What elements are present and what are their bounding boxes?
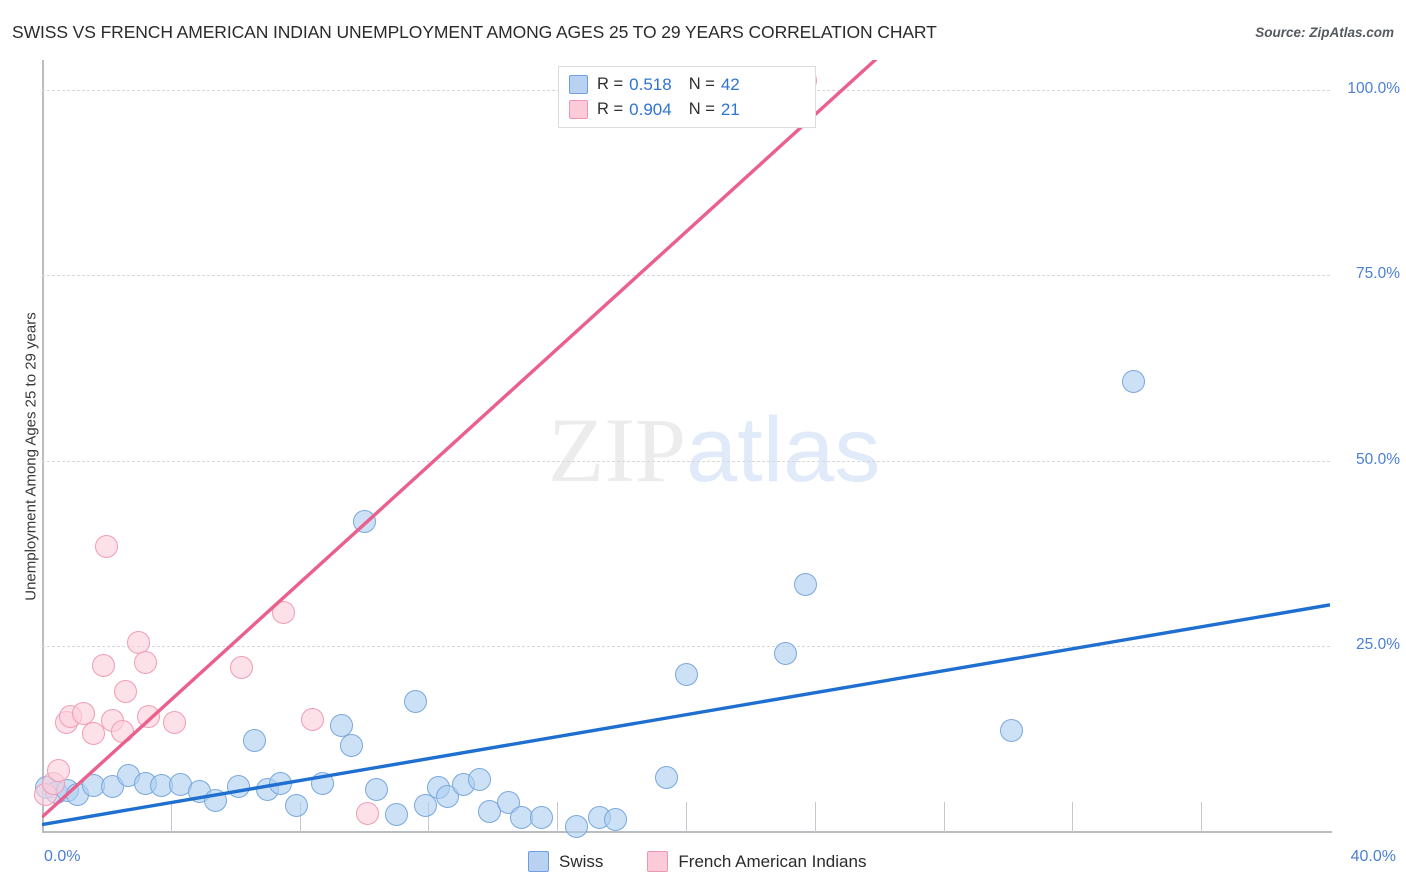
x-axis-label-max: 40.0%: [1350, 848, 1396, 865]
stats-row-swiss: R = 0.518 N = 42: [569, 72, 805, 97]
swiss-color-swatch-icon: [569, 75, 588, 94]
swiss-n-value: 42: [720, 74, 740, 94]
data-point-swiss[interactable]: [365, 778, 389, 802]
gridline-500: [42, 460, 1330, 462]
data-point-swiss[interactable]: [674, 663, 698, 687]
x-axis-tick: [170, 802, 172, 832]
page-title: SWISS VS FRENCH AMERICAN INDIAN UNEMPLOY…: [12, 22, 937, 42]
data-point-french[interactable]: [136, 704, 160, 728]
data-point-swiss[interactable]: [352, 510, 376, 534]
correlation-stats-legend: R = 0.518 N = 42 R = 0.904 N = 21: [558, 66, 816, 128]
french-n-value: 21: [720, 99, 740, 119]
french-legend-label: French American Indians: [678, 851, 867, 871]
data-point-french[interactable]: [355, 801, 379, 825]
x-axis-tick: [814, 802, 816, 832]
data-point-swiss[interactable]: [565, 814, 589, 838]
data-point-french[interactable]: [94, 534, 118, 558]
french-r-value: 0.904: [629, 99, 672, 119]
data-point-french[interactable]: [162, 710, 186, 734]
stats-row-french: R = 0.904 N = 21: [569, 97, 805, 122]
data-point-swiss[interactable]: [339, 734, 363, 758]
data-point-swiss[interactable]: [404, 689, 428, 713]
legend-item-french-american-indians[interactable]: French American Indians: [647, 851, 866, 872]
x-axis-tick: [686, 802, 687, 832]
gridline-250: [42, 646, 1330, 648]
data-point-swiss[interactable]: [774, 641, 798, 665]
data-point-swiss[interactable]: [655, 766, 679, 790]
x-axis-tick: [1072, 802, 1074, 832]
data-point-french[interactable]: [46, 758, 70, 782]
data-point-swiss[interactable]: [384, 802, 408, 826]
x-axis-line: [42, 831, 1332, 833]
x-axis-tick: [943, 802, 945, 832]
data-point-swiss[interactable]: [226, 775, 250, 799]
source-label: Source: ZipAtlas.com: [1255, 25, 1394, 40]
data-point-swiss[interactable]: [310, 771, 334, 795]
data-point-french[interactable]: [133, 651, 157, 675]
x-axis-tick: [1201, 802, 1203, 832]
data-point-swiss[interactable]: [413, 793, 437, 817]
data-point-french[interactable]: [114, 680, 138, 704]
y-axis-label: 75.0%: [1356, 265, 1400, 283]
data-point-swiss[interactable]: [468, 767, 492, 791]
french-color-swatch-icon: [569, 100, 588, 119]
data-point-swiss[interactable]: [284, 793, 308, 817]
swiss-r-value: 0.518: [629, 74, 672, 94]
data-point-french[interactable]: [300, 707, 324, 731]
french-r-label: R =: [597, 100, 624, 118]
data-point-swiss[interactable]: [268, 772, 292, 796]
data-point-swiss[interactable]: [793, 572, 817, 596]
french-legend-swatch-icon: [647, 851, 669, 872]
data-point-swiss[interactable]: [999, 718, 1023, 742]
data-point-swiss[interactable]: [529, 805, 553, 829]
swiss-legend-label: Swiss: [559, 851, 604, 871]
swiss-legend-swatch-icon: [528, 851, 549, 872]
swiss-n-label: N =: [688, 75, 715, 93]
x-axis-label-min: 0.0%: [44, 848, 81, 865]
swiss-r-label: R =: [597, 75, 624, 93]
y-axis-title: Unemployment Among Ages 25 to 29 years: [22, 312, 40, 601]
data-point-french[interactable]: [91, 654, 115, 678]
data-point-french[interactable]: [111, 719, 134, 743]
series-legend: Swiss French American Indians: [528, 851, 910, 872]
legend-item-swiss[interactable]: Swiss: [528, 851, 603, 872]
x-axis-tick: [557, 802, 559, 832]
data-point-swiss[interactable]: [243, 729, 267, 753]
data-point-swiss[interactable]: [603, 807, 627, 831]
y-axis-label: 100.0%: [1347, 79, 1400, 97]
data-point-french[interactable]: [272, 600, 295, 624]
data-point-swiss[interactable]: [204, 788, 228, 812]
gridline-750: [42, 275, 1330, 277]
french-n-label: N =: [688, 100, 715, 118]
plot-area: [33, 60, 1330, 838]
y-axis-label: 50.0%: [1356, 450, 1400, 468]
data-point-swiss[interactable]: [1122, 369, 1146, 393]
data-point-french[interactable]: [230, 655, 254, 679]
y-axis-label: 25.0%: [1356, 636, 1400, 654]
